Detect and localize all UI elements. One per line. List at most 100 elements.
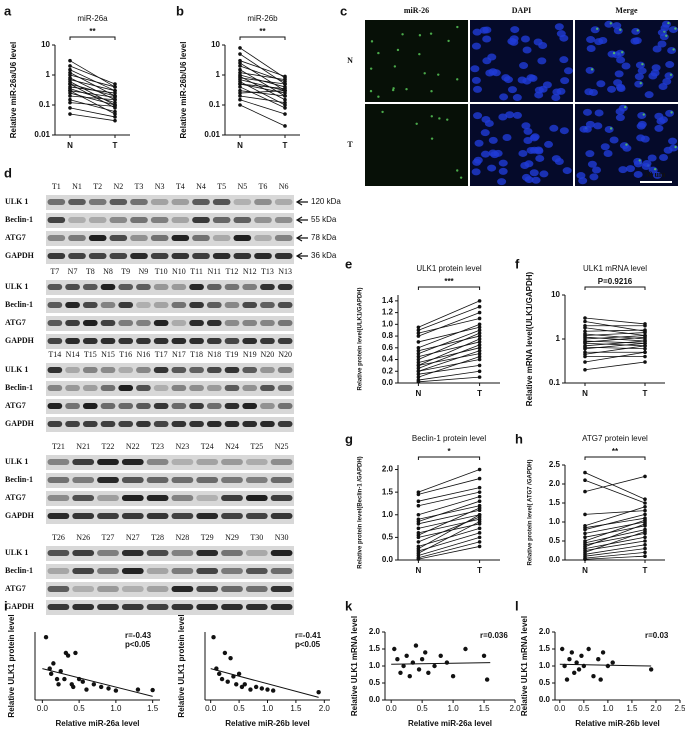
band: [270, 513, 293, 519]
band: [150, 235, 169, 241]
pair-line: [418, 491, 480, 507]
nucleus: [512, 111, 522, 119]
cells: [584, 20, 678, 99]
nucleus: [598, 37, 608, 45]
data-point: [253, 684, 259, 690]
data-point: [413, 643, 419, 648]
row-label: ULK 1: [5, 282, 28, 291]
data-point: [316, 689, 321, 695]
data-point: [238, 82, 242, 86]
nucleus: [582, 108, 592, 116]
data-point: [73, 650, 78, 656]
pair-line: [418, 516, 480, 543]
band: [153, 320, 169, 326]
nucleus: [658, 83, 668, 91]
pair-line: [418, 356, 480, 378]
lane-label: T11: [190, 267, 203, 276]
band: [136, 338, 151, 344]
band: [171, 403, 187, 409]
band: [130, 253, 148, 259]
y-axis-label: Relative ULK1 protein level: [7, 614, 16, 717]
signal: [429, 32, 433, 35]
lane-label: T17: [155, 350, 168, 359]
panel-letter: i: [4, 598, 8, 613]
data-point: [416, 328, 421, 333]
data-point: [283, 124, 287, 128]
pair-line: [418, 469, 480, 493]
data-point: [416, 331, 421, 335]
band: [47, 421, 63, 427]
band: [260, 302, 275, 308]
y-tick-label: 2.0: [382, 465, 394, 474]
lane-label: T4: [176, 182, 185, 191]
band: [118, 320, 134, 326]
lane-label: T9: [121, 267, 130, 276]
nucleus: [585, 150, 595, 158]
x-axis-label: Relative miR-26a level: [408, 719, 492, 728]
x-tick-label: 0.5: [74, 704, 86, 713]
pair-line: [69, 74, 116, 88]
lane-label: N17: [172, 350, 186, 359]
data-point: [477, 531, 482, 535]
panel-letter: c: [340, 3, 347, 18]
lane-label: N30: [275, 533, 289, 542]
data-point: [477, 316, 482, 321]
data-point: [113, 82, 117, 86]
band: [72, 477, 95, 483]
band: [47, 604, 70, 610]
band: [233, 217, 252, 223]
blot-strip: [46, 600, 294, 615]
blot-strip: [46, 417, 294, 432]
data-point: [564, 677, 570, 682]
chart-title: miR-26b: [247, 14, 278, 23]
band: [136, 385, 151, 391]
panel-letter: l: [515, 598, 519, 613]
pair-line: [584, 472, 646, 500]
band: [153, 385, 169, 391]
band: [221, 604, 243, 610]
signal: [672, 48, 675, 51]
blot-strip: [46, 509, 294, 524]
pair-line: [584, 329, 646, 332]
signal: [612, 51, 616, 55]
data-point: [65, 653, 71, 658]
x-tick-label: N: [237, 141, 243, 150]
nucleus: [502, 133, 512, 141]
band: [47, 495, 70, 501]
nucleus: [590, 26, 600, 34]
band: [171, 568, 194, 574]
band: [47, 253, 66, 259]
band: [171, 477, 194, 483]
lane-label: N29: [225, 533, 239, 542]
band: [153, 403, 169, 409]
band: [72, 459, 95, 465]
nucleus: [613, 79, 623, 87]
data-point: [583, 527, 587, 532]
band: [82, 284, 98, 290]
signal: [624, 105, 627, 109]
lane-label: T24: [201, 442, 214, 451]
data-point: [416, 375, 421, 379]
data-point: [583, 360, 587, 364]
band: [224, 367, 240, 373]
nucleus: [549, 124, 559, 132]
band: [47, 550, 70, 556]
data-point: [236, 671, 242, 677]
pair-line: [239, 86, 286, 109]
nucleus: [618, 104, 628, 112]
data-point: [477, 354, 482, 359]
pair-line: [239, 60, 286, 77]
fit-line: [210, 668, 319, 698]
band: [121, 477, 144, 483]
annotation: r=0.036: [480, 631, 508, 640]
data-point: [238, 64, 242, 68]
data-point: [583, 367, 587, 372]
data-point: [91, 682, 97, 687]
pair-line: [69, 102, 116, 107]
data-point: [416, 340, 421, 344]
lane-label: N4: [196, 182, 206, 191]
blot-strip: [46, 334, 294, 349]
band: [121, 459, 144, 465]
pair-line: [584, 531, 646, 553]
pair-line: [418, 312, 480, 337]
